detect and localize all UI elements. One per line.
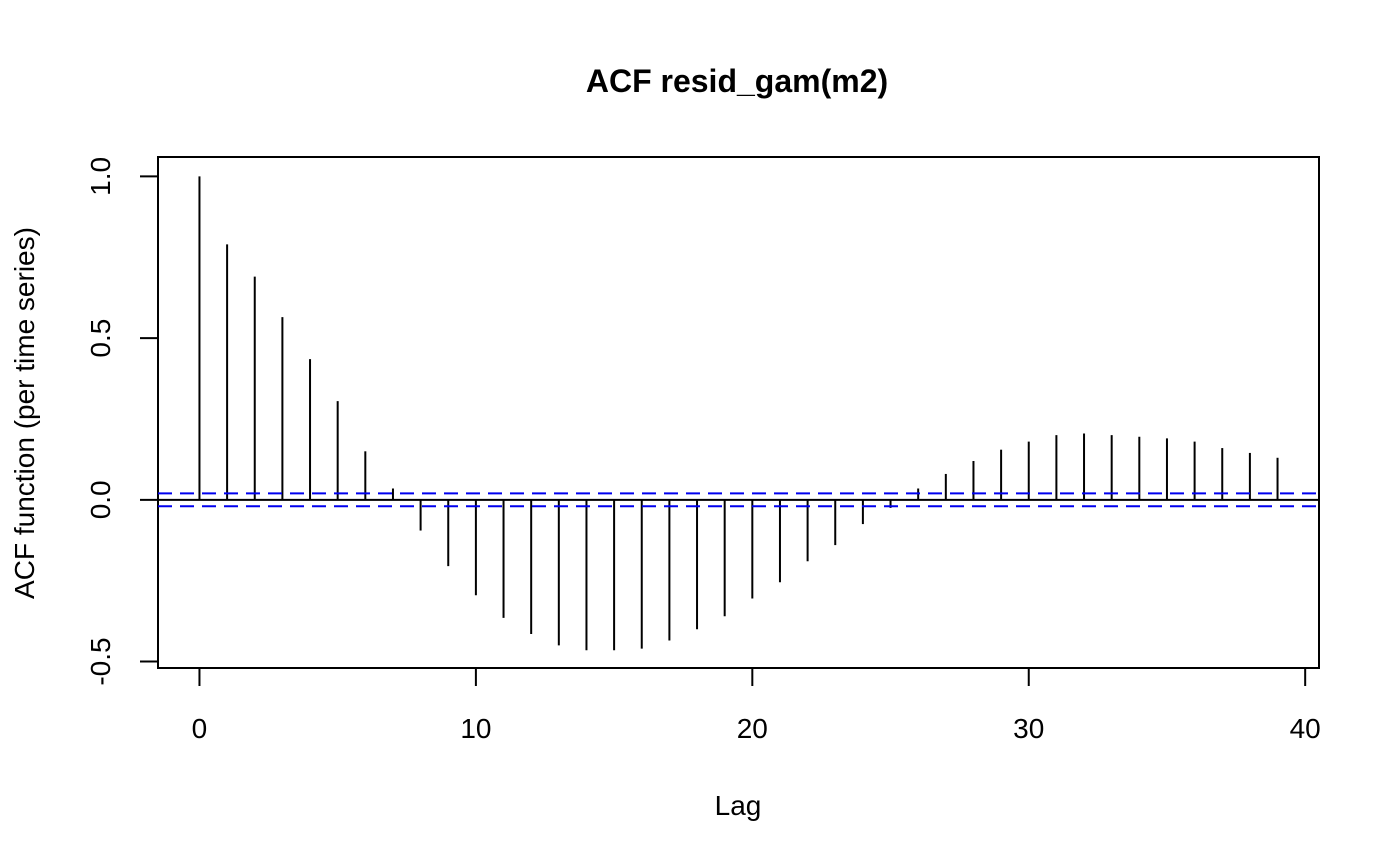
x-axis-label: Lag (715, 790, 762, 821)
x-tick-label: 0 (192, 713, 208, 744)
y-tick-label: 0.0 (85, 480, 116, 519)
y-axis-label: ACF function (per time series) (9, 227, 40, 599)
acf-spikes (198, 176, 1279, 651)
y-tick-label: -0.5 (85, 637, 116, 685)
confidence-bounds (158, 492, 1319, 508)
y-axis: -0.5 0.0 0.5 1.0 (85, 157, 159, 686)
x-tick-label: 30 (1013, 713, 1044, 744)
plot-frame (157, 156, 1320, 669)
x-tick-label: 40 (1290, 713, 1321, 744)
x-tick-label: 10 (460, 713, 491, 744)
y-tick-label: 0.5 (85, 319, 116, 358)
x-tick-label: 20 (737, 713, 768, 744)
chart-title: ACF resid_gam(m2) (586, 63, 888, 99)
y-tick-label: 1.0 (85, 157, 116, 196)
x-axis: 0 10 20 30 40 (192, 667, 1321, 744)
